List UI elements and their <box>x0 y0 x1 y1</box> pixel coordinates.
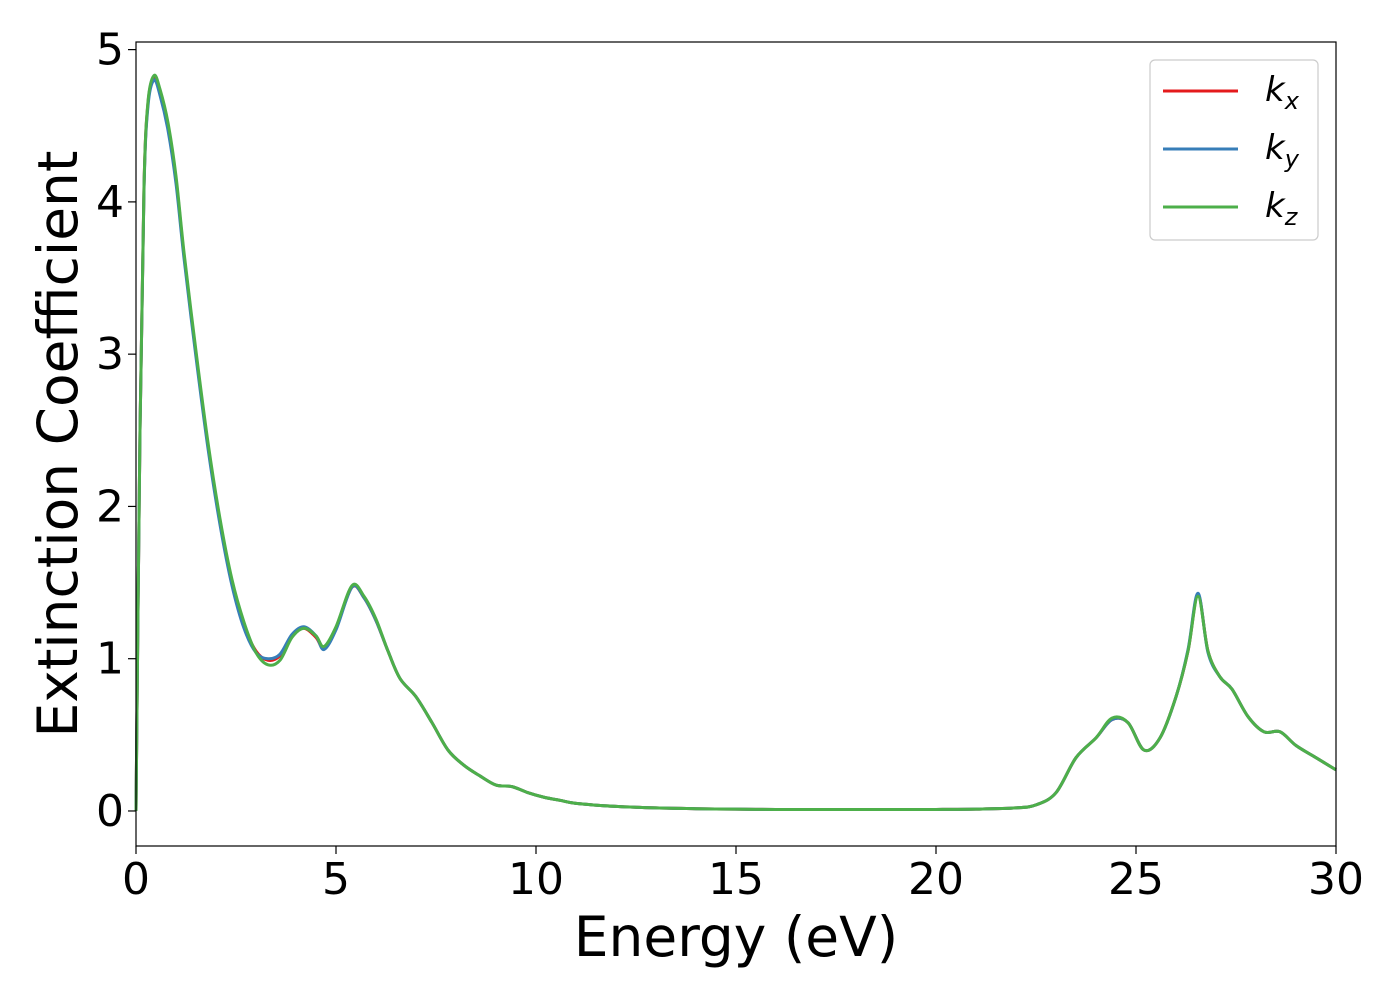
legend-label-k-z: kz <box>1265 186 1299 231</box>
y-tick-label: 3 <box>96 329 124 380</box>
legend: kx ky kz <box>1149 59 1319 241</box>
y-tick-label: 2 <box>96 481 124 532</box>
x-tick-label: 15 <box>708 854 764 905</box>
series-line-k-z <box>134 73 1337 811</box>
plot-lines <box>134 73 1337 811</box>
x-tick-label: 10 <box>508 854 564 905</box>
y-tick-label: 4 <box>96 177 124 228</box>
legend-label-k-x: kx <box>1265 70 1300 115</box>
axis-ticks: 0 5 10 15 20 25 30 0 1 2 3 4 5 <box>96 25 1364 905</box>
legend-label-k-y: ky <box>1265 128 1300 173</box>
x-axis-label: Energy (eV) <box>574 905 898 969</box>
x-tick-label: 30 <box>1308 854 1364 905</box>
x-tick-label: 0 <box>122 854 150 905</box>
x-tick-label: 5 <box>322 854 350 905</box>
y-tick-label: 0 <box>96 786 124 837</box>
y-axis-label: Extinction Coefficient <box>26 151 90 738</box>
y-tick-label: 5 <box>96 25 124 76</box>
x-tick-label: 20 <box>908 854 964 905</box>
y-tick-label: 1 <box>96 634 124 685</box>
x-tick-label: 25 <box>1108 854 1164 905</box>
